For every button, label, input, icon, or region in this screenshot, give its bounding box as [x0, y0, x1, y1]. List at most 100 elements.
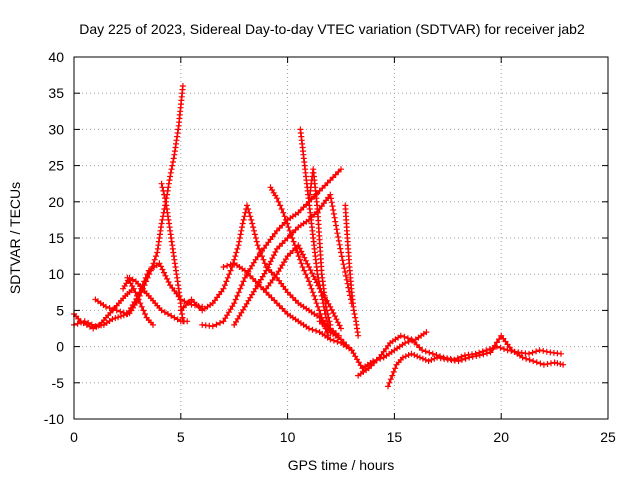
data-point [323, 303, 329, 310]
data-point [402, 340, 409, 346]
data-point [170, 155, 177, 162]
data-point [257, 283, 264, 290]
data-point [401, 333, 408, 340]
data-point [142, 311, 148, 317]
data-point [355, 332, 362, 339]
data-point [193, 302, 200, 308]
data-point [408, 336, 415, 343]
data-point [137, 300, 144, 307]
data-point [469, 353, 476, 360]
data-point [220, 264, 227, 270]
data-point [144, 271, 151, 278]
y-tick-label: 20 [48, 194, 64, 210]
data-point [260, 256, 267, 263]
data-point [130, 285, 137, 292]
data-point [150, 321, 156, 328]
data-point [333, 316, 340, 323]
series-pass-14 [306, 166, 334, 328]
data-point [386, 379, 393, 386]
data-point [153, 253, 159, 260]
data-point [294, 249, 301, 256]
data-point [333, 226, 340, 233]
data-point [392, 365, 399, 372]
data-point [405, 352, 412, 358]
data-point [238, 227, 245, 234]
data-point [299, 251, 306, 258]
data-point [261, 260, 268, 267]
data-point [324, 311, 331, 317]
data-point [301, 267, 308, 274]
data-point [118, 313, 124, 320]
data-point [489, 346, 496, 353]
data-point [558, 350, 564, 357]
data-point [240, 278, 247, 285]
data-point [267, 258, 274, 265]
data-point [244, 202, 250, 209]
data-point [333, 222, 339, 229]
data-point [165, 311, 171, 317]
data-point [425, 358, 432, 365]
data-point [389, 372, 396, 379]
data-point [132, 289, 139, 296]
data-point [319, 321, 326, 327]
data-point [390, 368, 397, 375]
data-point [109, 316, 116, 323]
data-point [334, 338, 341, 345]
data-point [431, 355, 438, 362]
data-point [368, 362, 375, 369]
data-point [335, 168, 342, 175]
series-pass-9 [231, 191, 355, 328]
data-point [217, 319, 223, 326]
data-point [233, 249, 240, 256]
data-point [491, 342, 498, 349]
data-point [314, 303, 321, 310]
data-point [249, 220, 256, 227]
data-point [343, 341, 350, 348]
data-point [310, 273, 317, 280]
data-point [300, 204, 307, 211]
data-point [476, 349, 483, 356]
data-point [554, 360, 561, 367]
data-point [335, 237, 342, 244]
data-point [447, 355, 454, 362]
data-point [238, 282, 245, 289]
data-point [273, 300, 280, 307]
data-point [235, 242, 242, 249]
data-point [343, 276, 350, 283]
y-tick-label: 10 [48, 266, 64, 282]
data-point [422, 348, 429, 355]
data-point [319, 185, 326, 192]
data-point [497, 344, 504, 351]
data-point [413, 341, 420, 348]
y-tick-label: 15 [48, 230, 64, 246]
data-point [309, 289, 316, 296]
data-point [185, 299, 192, 306]
data-point [234, 292, 241, 299]
data-point [226, 271, 233, 278]
data-point [327, 321, 334, 328]
data-point [249, 275, 256, 282]
data-point [251, 231, 258, 238]
series-pass-18 [385, 332, 567, 390]
data-point [231, 300, 238, 307]
data-point [342, 269, 349, 275]
data-point [168, 312, 175, 319]
data-point [275, 198, 282, 205]
data-point [533, 348, 540, 355]
data-point [330, 174, 336, 181]
data-point [162, 272, 169, 279]
data-point [336, 241, 343, 248]
data-point [417, 354, 423, 361]
data-point [304, 260, 311, 267]
data-point [338, 166, 344, 173]
data-point [272, 249, 279, 255]
data-point [387, 376, 394, 383]
data-point [281, 308, 288, 315]
data-point [560, 361, 567, 368]
data-point [164, 275, 171, 282]
data-point [250, 224, 257, 231]
data-point [487, 349, 494, 356]
data-point [551, 359, 558, 366]
data-point [327, 177, 334, 184]
